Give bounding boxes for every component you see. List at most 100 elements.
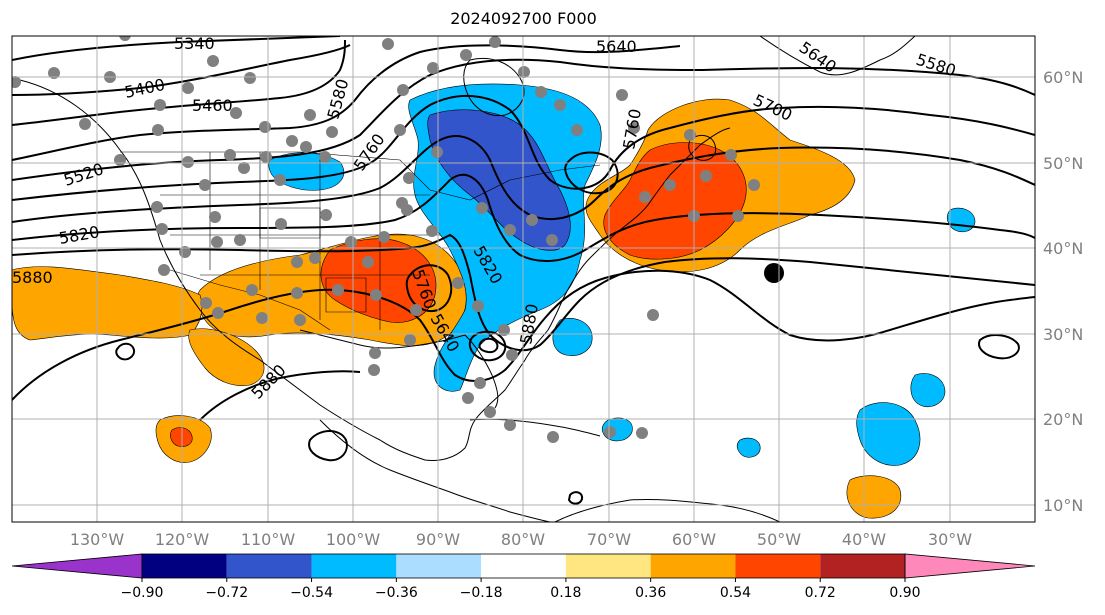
- station-dot: [462, 392, 474, 404]
- station-dot: [410, 304, 422, 316]
- station-dot: [119, 36, 131, 41]
- station-dot: [332, 284, 344, 296]
- lon-label-90: 90°W: [416, 530, 460, 549]
- station-dot: [114, 154, 126, 166]
- contour-label: 5880: [12, 268, 53, 287]
- station-dot: [274, 174, 286, 186]
- plains-strong-area: [320, 238, 437, 323]
- contour-5340: [12, 36, 341, 61]
- colorbar-frame: [141, 553, 906, 579]
- lat-label-30: 30°N: [1043, 325, 1083, 344]
- colorbar-extend-high: [904, 553, 1036, 579]
- contour-5580: [12, 58, 1035, 181]
- station-dot: [498, 324, 510, 336]
- station-dot: [474, 377, 486, 389]
- station-dot: [647, 309, 659, 321]
- station-dot: [604, 426, 616, 438]
- station-dot: [244, 72, 256, 84]
- map-title: 2024092700 F000: [450, 9, 597, 28]
- map-frame: [11, 35, 1036, 523]
- station-dot: [700, 170, 712, 182]
- station-dot: [554, 99, 566, 111]
- station-dot: [476, 202, 488, 214]
- station-dot: [401, 204, 413, 216]
- colorbar-segment: [311, 554, 397, 578]
- station-dot: [300, 141, 312, 153]
- lon-label-40: 40°W: [842, 530, 886, 549]
- station-dot: [345, 236, 357, 248]
- hurricane-ring-inner: [478, 337, 499, 354]
- station-dot: [211, 236, 223, 248]
- lon-label-50: 50°W: [757, 530, 801, 549]
- colorbar-tick-label: −0.72: [205, 585, 248, 601]
- us-canada-border: [120, 151, 601, 201]
- atlantic-negative-patch-east: [910, 373, 946, 408]
- closed-low-atlantic: [564, 151, 619, 195]
- pacific-strong-patch: [170, 427, 193, 447]
- station-dot: [571, 124, 583, 136]
- station-dot: [628, 122, 640, 134]
- station-dot: [224, 149, 236, 161]
- station-dot: [362, 256, 374, 268]
- station-dot: [369, 347, 381, 359]
- station-dot: [452, 277, 464, 289]
- lon-label-120: 120°W: [155, 530, 210, 549]
- station-dot: [431, 146, 443, 158]
- station-dot: [616, 89, 628, 101]
- contour-5400: [12, 44, 351, 96]
- station-dot: [518, 66, 530, 78]
- contour-label: 5640: [596, 37, 637, 56]
- newfoundland: [688, 134, 717, 161]
- contour-5880: [12, 269, 1035, 401]
- station-dot: [291, 256, 303, 268]
- station-dot: [182, 82, 194, 94]
- gulf-negative-patch: [552, 318, 593, 356]
- coastlines: [19, 36, 916, 522]
- station-dot: [154, 99, 166, 111]
- lat-label-20: 20°N: [1043, 410, 1083, 429]
- colorbar-tick-label: −0.54: [290, 585, 333, 601]
- station-dot: [546, 234, 558, 246]
- station-dot: [426, 225, 438, 237]
- contour-label: 5460: [192, 96, 233, 115]
- station-dot: [12, 76, 21, 88]
- station-dot: [200, 297, 212, 309]
- station-dot: [504, 419, 516, 431]
- station-dot: [294, 314, 306, 326]
- station-dot: [199, 179, 211, 191]
- station-dot: [246, 284, 258, 296]
- hurricane-ring-outer: [468, 330, 507, 362]
- contour-label: 5340: [174, 34, 215, 53]
- lon-label-110: 110°W: [241, 530, 296, 549]
- gridlines: [12, 36, 1035, 522]
- colorbar-segment: [735, 554, 821, 578]
- us-mexico-border: [169, 269, 331, 331]
- pacific-closed-contour: [308, 430, 348, 462]
- station-dot: [394, 124, 406, 136]
- colorbar-tick-label: −0.36: [375, 585, 418, 601]
- lat-label-60: 60°N: [1043, 68, 1083, 87]
- colorbar-tick-label: −0.90: [121, 585, 164, 601]
- lat-label-50: 50°N: [1043, 154, 1083, 173]
- lat-label-10: 10°N: [1043, 496, 1083, 515]
- station-dot: [286, 135, 298, 147]
- florida: [464, 334, 499, 409]
- lat-label-40: 40°N: [1043, 239, 1083, 258]
- station-dot: [234, 234, 246, 246]
- lon-label-60: 60°W: [672, 530, 716, 549]
- south-america-coast: [554, 498, 781, 522]
- station-dot: [151, 201, 163, 213]
- station-dot: [256, 312, 268, 324]
- station-dot: [404, 334, 416, 346]
- contour-5880-south: [199, 370, 361, 421]
- map-content: 5340 5400 5460 5520 5580 5640 5640 5580 …: [12, 34, 1035, 522]
- station-dot: [48, 67, 60, 79]
- station-dot: [748, 179, 760, 191]
- station-dot: [319, 151, 331, 163]
- contour-5520: [12, 44, 681, 161]
- station-dot: [152, 124, 164, 136]
- anomaly-shading: [12, 83, 976, 519]
- colorbar-tick-label: 0.36: [635, 585, 666, 601]
- colorbar-segment: [481, 554, 566, 578]
- station-dot: [732, 210, 744, 222]
